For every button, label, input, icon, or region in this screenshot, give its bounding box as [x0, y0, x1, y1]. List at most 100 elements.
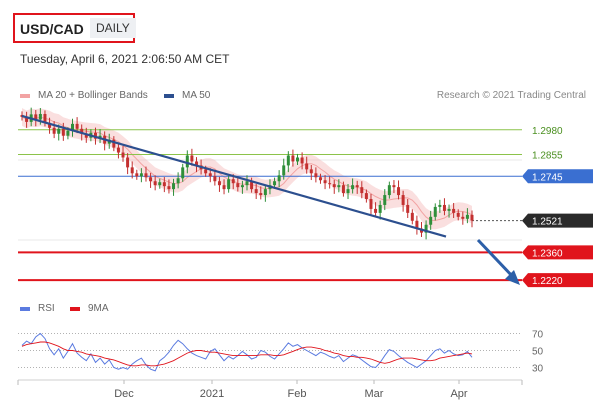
- candle-body: [190, 155, 194, 162]
- legend-rsi: RSI: [20, 303, 55, 314]
- candle-body: [231, 179, 235, 184]
- candle-body: [144, 173, 148, 178]
- candle-body: [185, 155, 189, 168]
- legend-rsi-label: RSI: [38, 303, 55, 314]
- x-tick-label: 2021: [200, 388, 224, 400]
- bollinger-band: [22, 108, 472, 230]
- candle-body: [158, 182, 162, 186]
- candle-body: [456, 212, 460, 217]
- candle-body: [121, 152, 125, 158]
- candle-body: [305, 163, 309, 170]
- x-tick-label: Apr: [450, 388, 467, 400]
- candle-body: [452, 208, 456, 213]
- level-label: 1.2360: [532, 248, 563, 259]
- level-label: 1.2855: [532, 151, 563, 162]
- candle-body: [71, 123, 75, 131]
- candle-body: [378, 204, 382, 213]
- candle-body: [176, 178, 180, 184]
- legend-rsi-ma-label: 9MA: [88, 303, 109, 314]
- candle-body: [277, 175, 281, 182]
- candle-body: [167, 186, 171, 190]
- candle-body: [208, 173, 212, 177]
- level-label: 1.2745: [532, 172, 563, 183]
- candle-body: [392, 185, 396, 188]
- candle-body: [172, 183, 176, 190]
- candle-body: [433, 206, 437, 217]
- rsi-line: [21, 332, 473, 372]
- candle-body: [213, 176, 217, 182]
- rsi-ma-line: [21, 341, 473, 367]
- candle-body: [139, 173, 143, 177]
- candle-body: [429, 216, 433, 225]
- symbol-label: USD/CAD: [20, 21, 84, 37]
- candle-body: [364, 193, 368, 200]
- candle-body: [442, 204, 446, 211]
- candle-body: [84, 133, 88, 138]
- bollinger-swatch: [20, 93, 30, 98]
- candle-body: [318, 177, 322, 181]
- candle-body: [25, 116, 29, 122]
- level-label: 1.2521: [532, 217, 563, 228]
- candle-body: [222, 185, 226, 190]
- candle-body: [80, 128, 84, 134]
- candle-body: [273, 181, 277, 186]
- candle-body: [34, 114, 38, 120]
- level-tag: [522, 245, 593, 260]
- credit-text: Research © 2021 Trading Central: [436, 90, 586, 101]
- level-label: 1.2220: [532, 276, 563, 287]
- candle-body: [387, 185, 391, 196]
- symbol-header: USD/CAD DAILY: [13, 13, 136, 43]
- candle-body: [309, 169, 313, 174]
- x-tick-label: Feb: [288, 388, 307, 400]
- level-tag: [522, 169, 593, 184]
- candle-body: [236, 183, 240, 188]
- candle-body: [43, 113, 47, 123]
- candle-body: [470, 214, 474, 221]
- x-tick-label: Dec: [114, 388, 134, 400]
- candle-body: [263, 189, 267, 196]
- candle-body: [383, 195, 387, 205]
- candle-body: [401, 195, 405, 205]
- candle-body: [217, 181, 221, 186]
- candle-body: [254, 189, 258, 194]
- level-tag: [522, 273, 593, 288]
- candle-body: [438, 204, 442, 207]
- legend-bollinger-label: MA 20 + Bollinger Bands: [38, 90, 148, 101]
- candle-body: [282, 165, 286, 176]
- candle-body: [300, 157, 304, 164]
- candle-body: [286, 155, 290, 166]
- candle-body: [194, 161, 198, 166]
- timeframe-label[interactable]: DAILY: [90, 18, 136, 38]
- candle-body: [162, 182, 166, 187]
- level-label: 1.2980: [532, 126, 563, 137]
- candle-body: [415, 220, 419, 229]
- candle-body: [346, 189, 350, 194]
- candle-body: [38, 113, 42, 120]
- candle-body: [259, 193, 263, 196]
- candle-body: [374, 208, 378, 213]
- candle-body: [61, 128, 65, 136]
- candle-body: [149, 177, 153, 182]
- candle-body: [66, 130, 70, 136]
- candle-body: [227, 179, 231, 190]
- candle-body: [323, 180, 327, 184]
- candle-body: [296, 157, 300, 162]
- candle-body: [240, 185, 244, 188]
- candle-body: [465, 214, 469, 219]
- candle-body: [112, 139, 116, 148]
- rsi-level-label: 30: [532, 364, 544, 375]
- candle-body: [245, 181, 249, 186]
- candle-body: [126, 157, 130, 168]
- candle-body: [291, 155, 295, 162]
- candle-body: [116, 147, 120, 153]
- candle-body: [57, 128, 61, 134]
- rsi-level-label: 70: [532, 330, 544, 341]
- ma50-line: [21, 114, 447, 238]
- legend-rsi-ma: 9MA: [70, 303, 109, 314]
- candle-body: [369, 199, 373, 209]
- candle-body: [135, 173, 139, 177]
- candle-body: [130, 167, 134, 174]
- candle-body: [351, 185, 355, 190]
